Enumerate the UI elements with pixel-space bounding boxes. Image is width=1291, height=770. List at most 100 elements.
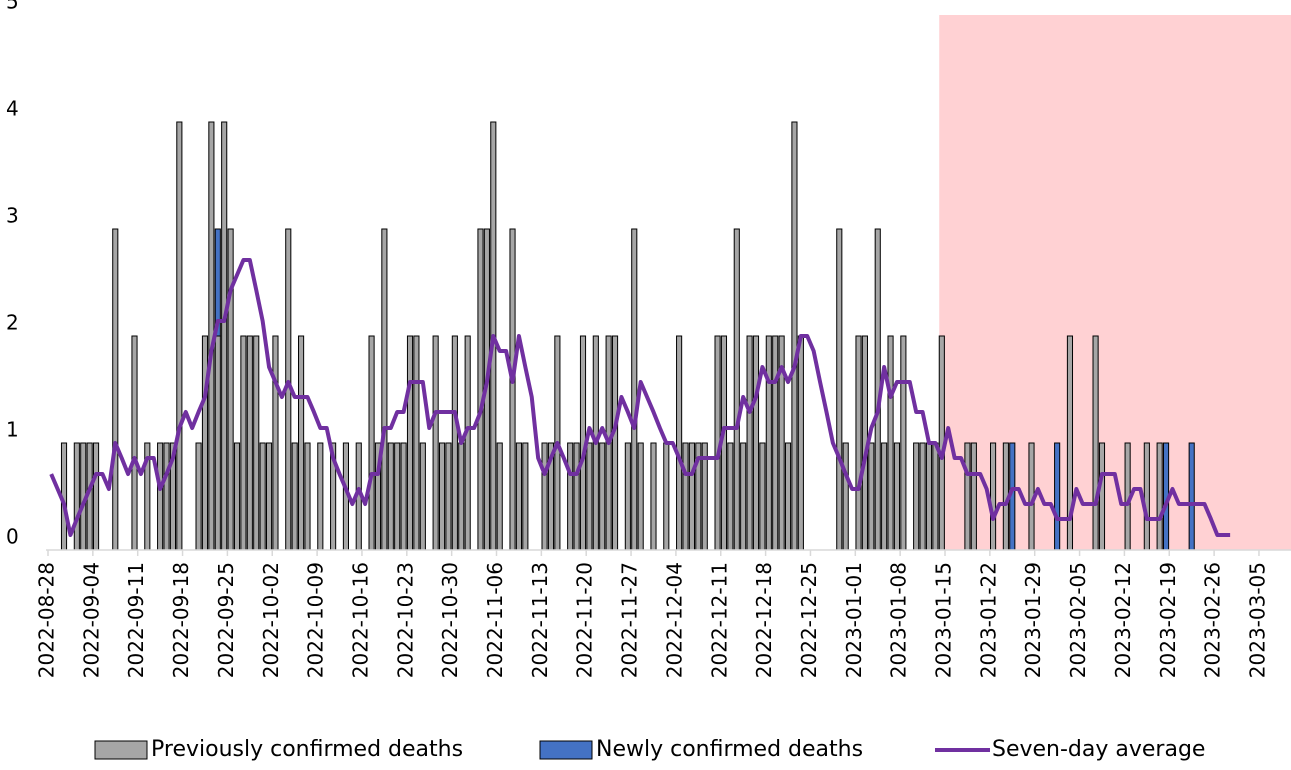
bar — [201, 335, 209, 551]
bar — [676, 335, 683, 551]
bar — [637, 442, 644, 551]
bar — [573, 442, 580, 551]
bar — [887, 335, 894, 551]
x-tick-label: 2022-10-02 — [259, 562, 283, 678]
legend-label: Newly confirmed deaths — [596, 737, 863, 762]
bar — [842, 442, 849, 551]
bar — [400, 442, 407, 551]
shaded-region — [939, 15, 1291, 550]
bar — [477, 228, 484, 551]
x-tick-label: 2023-02-05 — [1066, 562, 1090, 678]
bar — [157, 442, 164, 551]
x-tick-label: 2022-10-23 — [393, 562, 417, 678]
bar — [759, 442, 766, 551]
bar — [368, 335, 375, 551]
bar — [214, 335, 221, 551]
bar — [227, 228, 234, 551]
bar — [394, 442, 401, 551]
legend-swatch — [539, 740, 593, 760]
bar — [406, 335, 414, 551]
x-tick-label: 2022-12-04 — [662, 562, 686, 678]
y-tick-label: 1 — [6, 418, 19, 442]
x-tick-label: 2022-11-06 — [483, 562, 507, 678]
bar — [881, 442, 888, 551]
bar — [868, 442, 875, 551]
bar — [797, 335, 804, 551]
bar — [522, 442, 529, 551]
bar — [791, 121, 798, 551]
bar — [419, 442, 426, 551]
bar — [298, 335, 305, 551]
bar — [240, 335, 247, 551]
bar — [746, 335, 753, 551]
bar — [1098, 442, 1106, 551]
bar — [1092, 335, 1099, 551]
y-tick-label: 2 — [6, 311, 19, 335]
bar — [727, 442, 734, 551]
bar — [733, 228, 740, 551]
bar — [932, 442, 939, 551]
x-tick-label: 2022-09-11 — [124, 562, 148, 678]
x-tick-label: 2023-03-05 — [1245, 562, 1269, 678]
bar — [1188, 442, 1195, 551]
x-tick-label: 2023-02-26 — [1201, 562, 1225, 678]
bar — [176, 121, 183, 551]
bar — [464, 335, 471, 551]
bar — [784, 442, 792, 551]
bar — [688, 442, 695, 551]
bar — [214, 228, 221, 337]
bar — [304, 442, 311, 551]
x-tick-label: 2022-09-04 — [79, 562, 103, 678]
x-tick-label: 2022-09-18 — [169, 562, 193, 678]
bar — [381, 228, 388, 551]
bar — [740, 442, 747, 551]
x-tick-label: 2022-10-30 — [438, 562, 462, 678]
x-tick-label: 2023-01-22 — [976, 562, 1000, 678]
bar — [413, 335, 420, 551]
bar — [611, 335, 619, 551]
bar — [913, 442, 920, 551]
bar — [855, 335, 862, 551]
y-tick-label: 3 — [6, 204, 19, 228]
bar — [509, 228, 516, 551]
x-tick-label: 2022-12-25 — [797, 562, 821, 678]
bar — [682, 442, 689, 551]
bar — [1143, 442, 1150, 551]
bar — [919, 442, 926, 551]
x-tick-label: 2022-11-27 — [618, 562, 642, 678]
bar — [900, 335, 907, 551]
bar — [163, 442, 170, 551]
bar — [221, 121, 228, 551]
bar — [496, 442, 503, 551]
x-tick-label: 2022-11-13 — [528, 562, 552, 678]
bar — [272, 335, 279, 551]
bar — [765, 335, 772, 551]
legend-label: Previously confirmed deaths — [151, 737, 463, 762]
legend-label: Seven-day average — [992, 737, 1205, 762]
x-tick-label: 2022-12-11 — [707, 562, 731, 678]
x-tick-label: 2023-02-12 — [1111, 562, 1135, 678]
bar — [964, 442, 971, 551]
bar — [990, 442, 997, 551]
bar — [265, 442, 273, 551]
bar — [387, 442, 394, 551]
x-tick-label: 2022-11-20 — [573, 562, 597, 678]
bar — [92, 442, 100, 551]
average-line — [49, 258, 1231, 538]
bar — [586, 442, 593, 551]
bar — [451, 335, 458, 551]
bar — [291, 442, 298, 551]
bar — [112, 228, 119, 551]
bar — [650, 442, 657, 551]
bar — [458, 442, 465, 551]
bar — [1054, 442, 1061, 551]
bar — [259, 442, 266, 551]
bar — [515, 442, 522, 551]
y-tick-label: 5 — [6, 0, 19, 14]
bar — [752, 335, 760, 551]
bar — [253, 335, 260, 551]
x-tick-label: 2022-12-18 — [752, 562, 776, 678]
x-tick-label: 2023-01-01 — [842, 562, 866, 678]
bar — [246, 335, 253, 551]
